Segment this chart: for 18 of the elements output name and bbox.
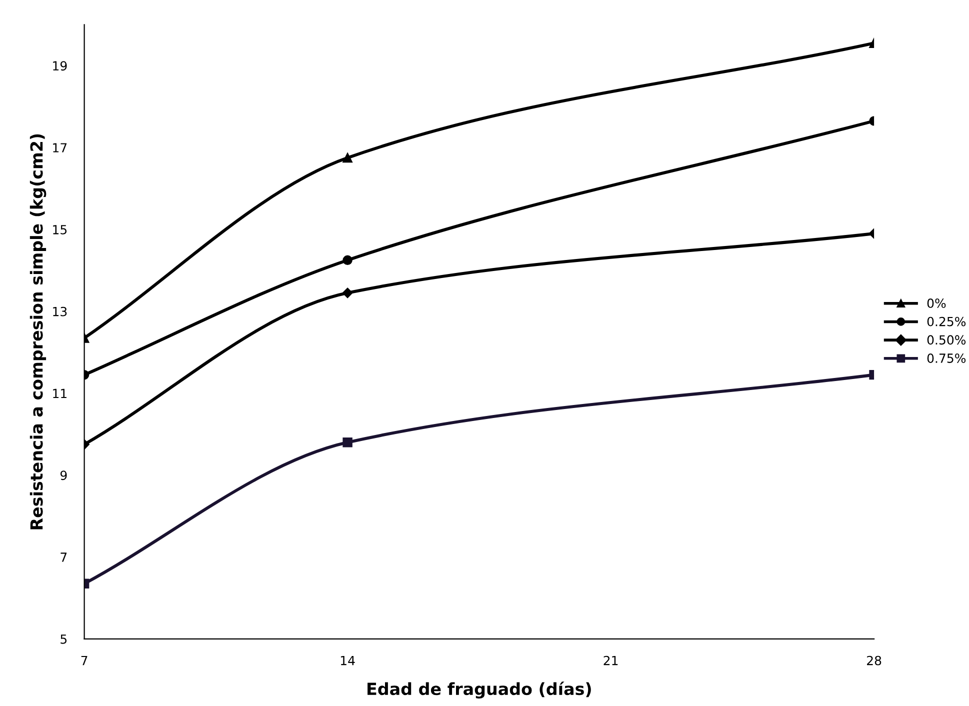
legend-label: 0.75% <box>927 354 966 363</box>
y-tick-label: 9 <box>60 470 67 480</box>
y-tick-label: 13 <box>53 306 67 316</box>
legend-label: 0.50% <box>927 335 966 345</box>
legend-label: 0% <box>927 298 946 308</box>
y-tick-label: 17 <box>53 143 67 152</box>
y-tick-label: 5 <box>60 634 67 644</box>
y-tick-label: 15 <box>53 225 67 234</box>
legend-label: 0.25% <box>927 316 966 326</box>
x-tick-label: 28 <box>867 656 882 666</box>
x-axis-title: Edad de fraguado (días) <box>368 682 591 699</box>
y-tick-label: 19 <box>53 61 67 71</box>
y-axis-title: Resistencia a compresion simple (kg(cm2) <box>30 134 46 530</box>
x-tick-label: 14 <box>340 656 355 666</box>
y-tick-label: 7 <box>60 552 67 562</box>
x-tick-label: 21 <box>604 656 618 666</box>
x-tick-label: 7 <box>81 656 88 666</box>
y-tick-label: 11 <box>53 388 66 398</box>
